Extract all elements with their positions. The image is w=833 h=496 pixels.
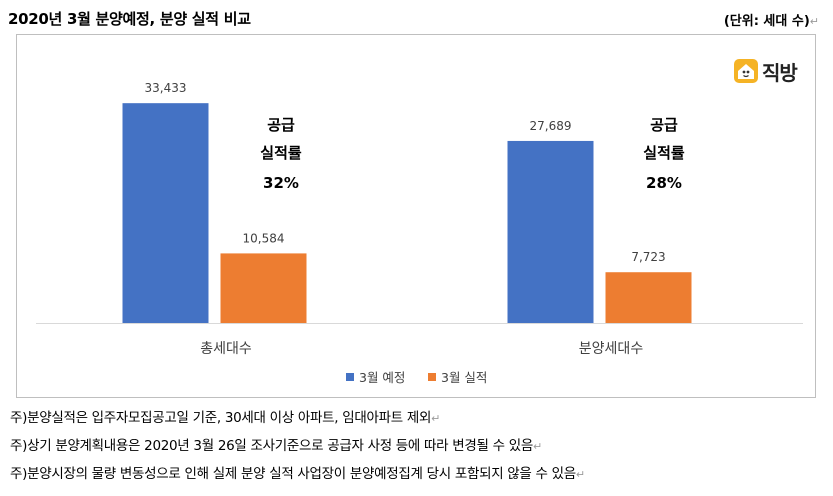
annotation-2-line-1: 공급 xyxy=(650,116,678,134)
chart-frame xyxy=(16,34,816,398)
house-logo-icon xyxy=(734,59,758,83)
annotation-2-line-3: 28% xyxy=(646,174,682,192)
logo-text: 직방 xyxy=(762,60,798,85)
annotation-1-line-3: 32% xyxy=(263,174,299,192)
footnote-1: 주)분양실적은 입주자모집공고일 기준, 30세대 이상 아파트, 임대아파트 … xyxy=(10,410,440,426)
annotation-2-line-2: 실적률 xyxy=(643,144,685,162)
annotation-1-line-1: 공급 xyxy=(267,116,295,134)
bar-actual-1 xyxy=(220,253,307,323)
footnote-3: 주)분양시장의 물량 변동성으로 인해 실제 분양 실적 사업장이 분양예정집계… xyxy=(10,466,585,482)
brand-logo: 직방 xyxy=(734,58,798,85)
legend-label-2: 3월 실적 xyxy=(441,370,487,385)
bar-planned-2 xyxy=(507,140,594,323)
data-label-planned-2: 27,689 xyxy=(530,119,572,133)
data-label-actual-1: 10,584 xyxy=(243,231,285,245)
page-title: 2020년 3월 분양예정, 분양 실적 비교 xyxy=(8,10,251,28)
legend-swatch-1 xyxy=(346,373,354,381)
legend-label-1: 3월 예정 xyxy=(359,370,405,385)
bar-planned-1 xyxy=(122,103,209,323)
annotation-1-line-2: 실적률 xyxy=(260,144,302,162)
data-label-planned-1: 33,433 xyxy=(145,81,187,95)
x-tick-label-1: 총세대수 xyxy=(200,341,252,357)
legend-swatch-2 xyxy=(428,373,436,381)
footnote-2: 주)상기 분양계획내용은 2020년 3월 26일 조사기준으로 공급자 사정 … xyxy=(10,438,542,454)
unit-label: (단위: 세대 수)↵ xyxy=(723,14,819,29)
x-tick-label-2: 분양세대수 xyxy=(579,341,644,357)
bar-actual-2 xyxy=(605,272,692,323)
data-label-actual-2: 7,723 xyxy=(631,250,665,264)
